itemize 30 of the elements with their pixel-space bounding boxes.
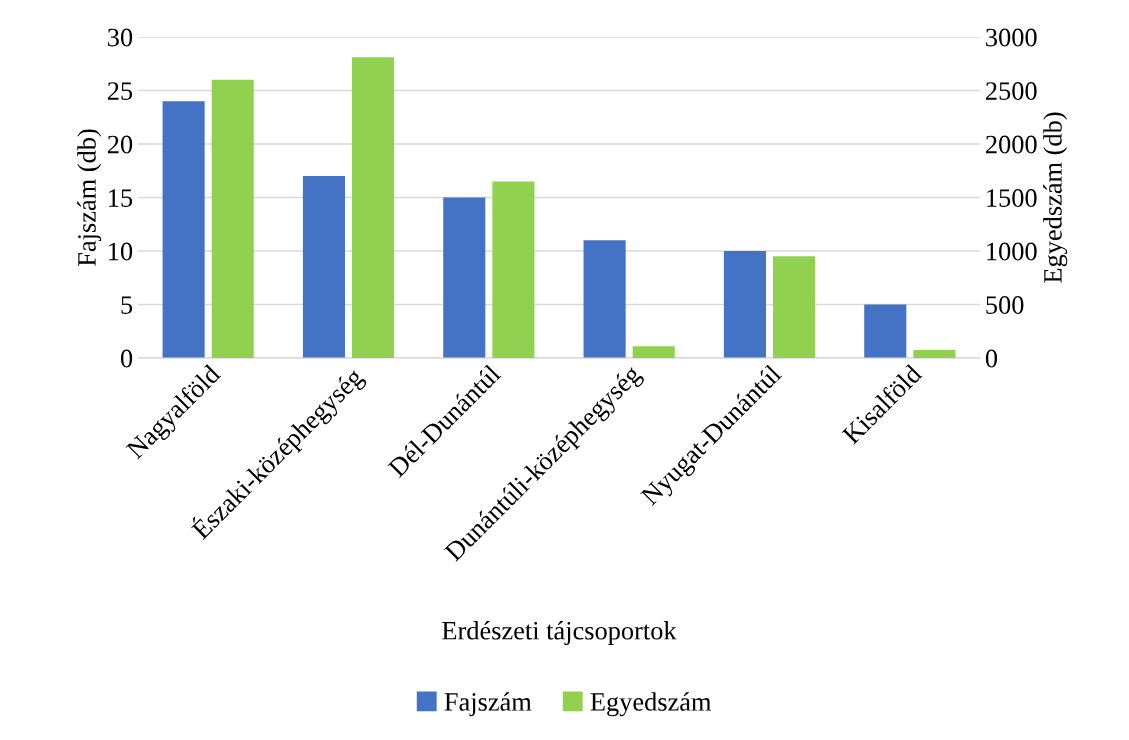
y2-tick-label: 3000 [986,28,1037,47]
y-tick-label: 5 [121,296,133,314]
bar [864,304,907,358]
bar [211,79,254,358]
bar [913,349,956,358]
y2-tick-label: 2500 [986,82,1037,100]
y2-tick-label: 0 [985,349,998,368]
y-axis-title: Fajszám (db) [77,129,102,266]
y-tick-label: 20 [107,135,133,154]
y2-tick-label: 500 [986,296,1024,314]
bar [352,57,395,358]
bar [492,181,535,358]
y2-axis-title: Egyedszám (db) [1043,112,1068,283]
x-axis-title: Erdészeti tájcsoportok [442,621,677,645]
bar [773,256,816,358]
bar [583,240,626,358]
y2-tick-label: 1500 [987,189,1037,207]
bar [162,101,205,358]
legend-label: Egyedszám [590,692,712,717]
y-tick-label: 15 [109,189,133,207]
bar [302,176,345,358]
y-tick-label: 30 [108,28,133,47]
y2-tick-label: 2000 [986,135,1037,154]
legend-label: Fajszám [444,692,532,717]
y-tick-label: 25 [107,82,133,100]
y2-tick-label: 1000 [987,242,1037,261]
bar [632,346,675,358]
bar [443,197,486,358]
bar [723,251,766,358]
y-tick-label: 10 [109,242,133,261]
